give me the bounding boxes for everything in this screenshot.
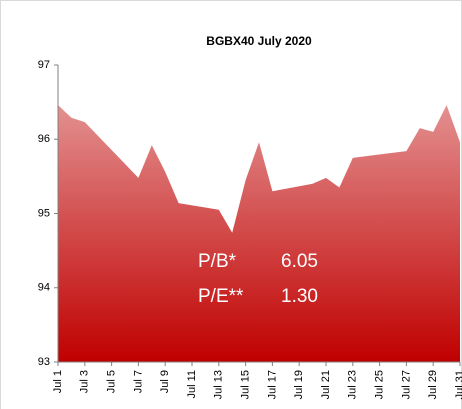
- x-tick-label: Jul 15: [240, 370, 252, 399]
- y-tick-label: 96: [38, 133, 50, 145]
- x-tick-label: Jul 17: [266, 370, 278, 399]
- x-tick-label: Jul 23: [347, 370, 359, 399]
- annotation-label: P/B*: [198, 251, 237, 272]
- x-tick-label: Jul 29: [427, 370, 439, 399]
- x-tick-label: Jul 7: [132, 370, 144, 393]
- x-tick-label: Jul 27: [400, 370, 412, 399]
- x-tick-label: Jul 21: [320, 370, 332, 399]
- y-tick-label: 95: [38, 207, 50, 219]
- chart-title: BGBX40 July 2020: [206, 34, 312, 48]
- y-tick-label: 93: [38, 356, 50, 368]
- area: [58, 105, 460, 362]
- annotation-value: 6.05: [281, 251, 318, 272]
- x-tick-label: Jul 19: [293, 370, 305, 399]
- x-tick-label: Jul 9: [159, 370, 171, 393]
- annotation-value: 1.30: [281, 286, 318, 307]
- y-tick-label: 97: [38, 59, 50, 71]
- x-tick-label: Jul 11: [186, 370, 198, 399]
- x-tick-label: Jul 25: [374, 370, 386, 399]
- x-tick-label: Jul 3: [79, 370, 91, 393]
- x-tick-label: Jul 13: [213, 370, 225, 399]
- y-tick-label: 94: [38, 282, 50, 294]
- x-tick-label: Jul 31: [454, 370, 462, 399]
- x-tick-label: Jul 1: [52, 370, 64, 393]
- x-tick-label: Jul 5: [106, 370, 118, 393]
- annotation-label: P/E**: [198, 286, 244, 307]
